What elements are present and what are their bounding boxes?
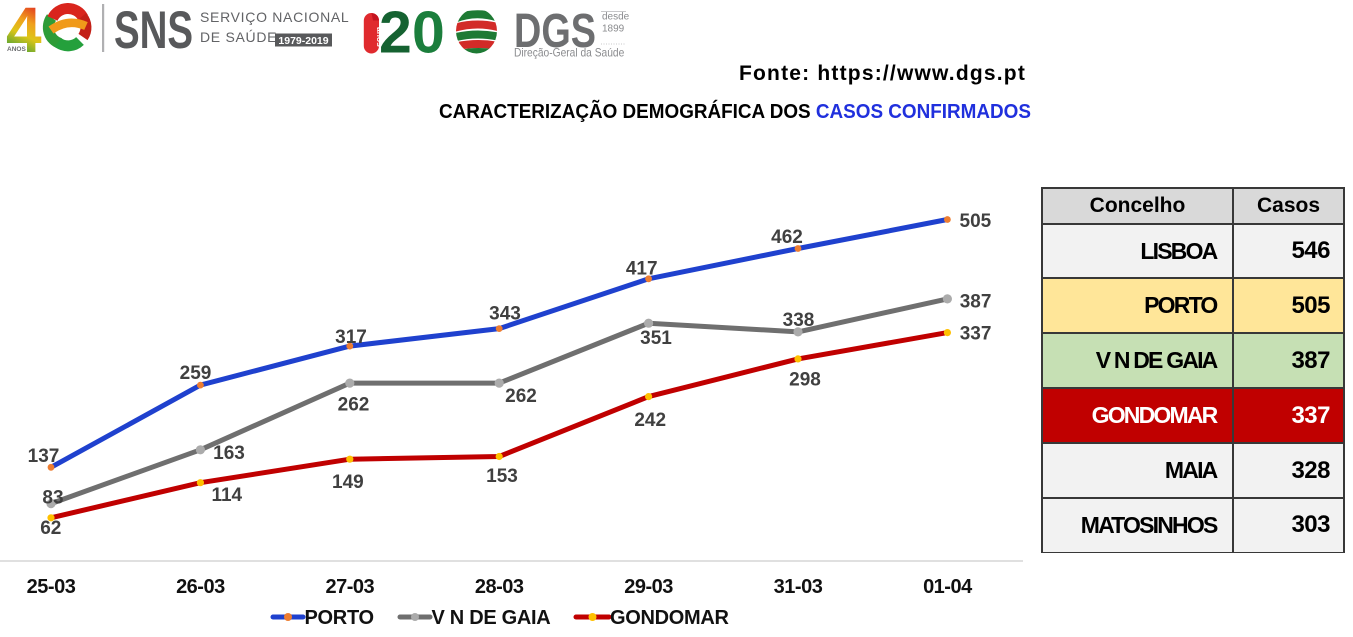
svg-text:DGS: DGS: [514, 5, 596, 59]
svg-text:83: 83: [42, 487, 63, 508]
svg-text:2: 2: [379, 0, 412, 66]
svg-text:CARACTERIZAÇÃO DEMOGRÁFICA DOS: CARACTERIZAÇÃO DEMOGRÁFICA DOS CASOS CON…: [439, 99, 1031, 123]
svg-text:259: 259: [180, 363, 212, 384]
svg-text:Fonte: https://www.dgs.pt: Fonte: https://www.dgs.pt: [739, 62, 1026, 85]
svg-text:242: 242: [634, 410, 666, 431]
svg-text:SERVIÇO NACIONAL: SERVIÇO NACIONAL: [200, 9, 349, 25]
svg-text:387: 387: [960, 291, 992, 312]
svg-text:GONDOMAR: GONDOMAR: [610, 607, 730, 629]
svg-text:27-03: 27-03: [325, 576, 374, 598]
svg-text:1899: 1899: [602, 24, 625, 35]
svg-text:0: 0: [412, 0, 445, 66]
svg-text:Direção-Geral da Saúde: Direção-Geral da Saúde: [514, 47, 624, 60]
svg-text:505: 505: [960, 211, 992, 232]
svg-text:25-03: 25-03: [27, 576, 76, 598]
svg-text:4: 4: [6, 0, 42, 66]
svg-text:26-03: 26-03: [176, 576, 225, 598]
svg-text:anos: anos: [375, 27, 385, 47]
svg-text:338: 338: [783, 310, 815, 331]
svg-text:351: 351: [640, 328, 672, 349]
svg-text:262: 262: [505, 386, 537, 407]
svg-text:29-03: 29-03: [624, 576, 673, 598]
svg-text:317: 317: [335, 327, 367, 348]
svg-text:417: 417: [626, 258, 658, 279]
svg-text:SNS: SNS: [114, 0, 193, 59]
svg-text:153: 153: [486, 466, 518, 487]
svg-text:163: 163: [213, 443, 245, 464]
svg-text:desde: desde: [602, 12, 630, 23]
svg-text:ANOS: ANOS: [7, 46, 26, 53]
svg-text:1979-2019: 1979-2019: [278, 35, 328, 47]
svg-text:137: 137: [28, 446, 60, 467]
svg-text:262: 262: [338, 394, 370, 415]
svg-text:298: 298: [789, 369, 821, 390]
svg-text:337: 337: [960, 323, 992, 344]
svg-text:28-03: 28-03: [475, 576, 524, 598]
svg-text:31-03: 31-03: [774, 576, 823, 598]
svg-text:PORTO: PORTO: [305, 607, 374, 629]
svg-text:V N DE GAIA: V N DE GAIA: [432, 607, 551, 629]
svg-text:343: 343: [489, 303, 521, 324]
svg-text:462: 462: [771, 227, 803, 248]
svg-text:01-04: 01-04: [923, 576, 973, 598]
svg-text:DE SAÚDE: DE SAÚDE: [200, 29, 277, 45]
svg-text:62: 62: [40, 518, 61, 539]
svg-text:149: 149: [332, 472, 364, 493]
svg-text:114: 114: [211, 485, 242, 506]
